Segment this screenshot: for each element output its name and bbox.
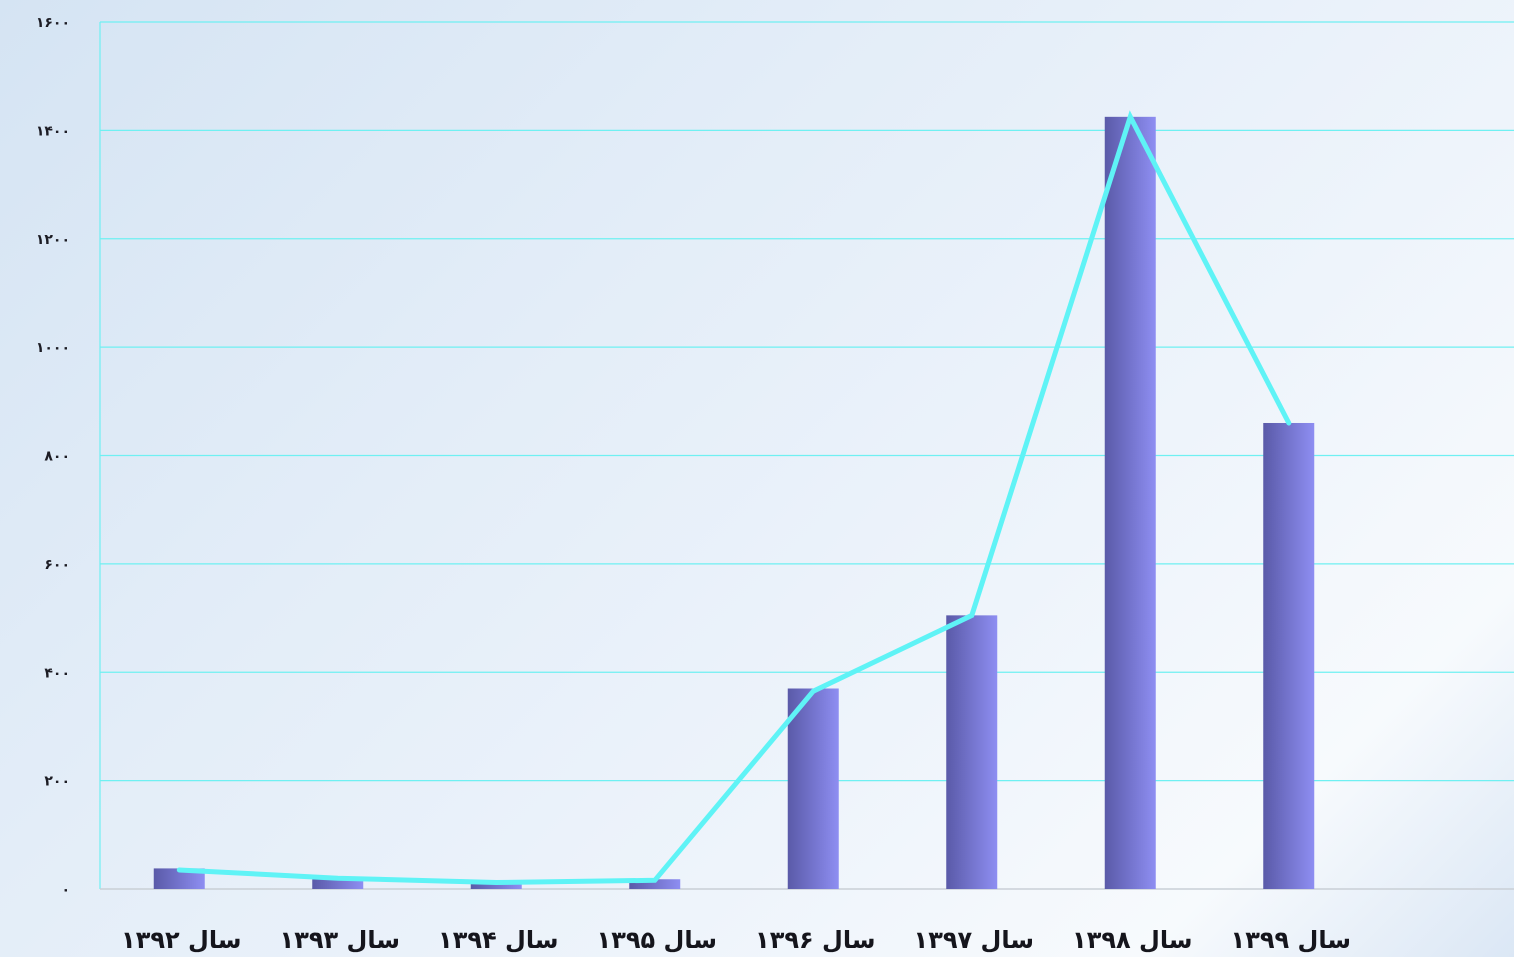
y-tick-label: ۴۰۰ bbox=[44, 665, 70, 681]
x-tick-labels: سال ۱۳۹۲ سال ۱۳۹۳ سال ۱۳۹۴ سال ۱۳۹۵ سال ۱۳۹۶… bbox=[121, 926, 1351, 954]
bar bbox=[787, 688, 839, 889]
y-tick-label: ۶۰۰ bbox=[44, 557, 70, 573]
y-tick-label: ۱۲۰۰ bbox=[36, 232, 70, 248]
x-tick-label: سال ۱۳۹۵ bbox=[597, 926, 717, 954]
bar bbox=[1104, 116, 1156, 889]
x-tick-label: سال ۱۳۹۹ bbox=[1231, 926, 1351, 954]
y-tick-label: ۱۰۰۰ bbox=[36, 340, 70, 356]
y-tick-label: ۸۰۰ bbox=[44, 449, 70, 465]
y-tick-labels: ۰ ۲۰۰ ۴۰۰ ۶۰۰ ۸۰۰ ۱۰۰۰ ۱۲۰۰ ۱۴۰۰ ۱۶۰۰ bbox=[36, 15, 70, 898]
bar bbox=[946, 615, 998, 889]
x-tick-label: سال ۱۳۹۴ bbox=[438, 926, 558, 954]
gridlines bbox=[100, 21, 1514, 782]
bar bbox=[153, 868, 205, 889]
x-tick-label: سال ۱۳۹۶ bbox=[755, 926, 875, 954]
y-tick-label: ۰ bbox=[61, 882, 70, 898]
x-tick-label: سال ۱۳۹۳ bbox=[280, 926, 400, 954]
y-tick-label: ۱۴۰۰ bbox=[36, 123, 70, 139]
trend-line bbox=[176, 110, 1292, 886]
bar bbox=[470, 882, 522, 889]
bars bbox=[153, 116, 1315, 889]
bar bbox=[629, 879, 681, 889]
x-tick-label: سال ۱۳۹۷ bbox=[914, 926, 1034, 954]
series-line bbox=[176, 110, 1292, 886]
x-tick-label: سال ۱۳۹۲ bbox=[121, 926, 241, 954]
bar bbox=[312, 879, 364, 889]
bar bbox=[1263, 422, 1315, 889]
y-tick-label: ۲۰۰ bbox=[44, 774, 70, 790]
x-tick-label: سال ۱۳۹۸ bbox=[1072, 926, 1192, 954]
y-tick-label: ۱۶۰۰ bbox=[36, 15, 70, 31]
